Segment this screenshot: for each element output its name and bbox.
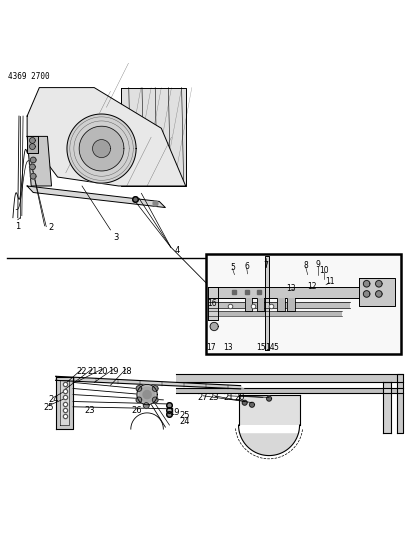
Circle shape (376, 280, 382, 287)
Text: 14: 14 (266, 343, 275, 351)
Text: 24: 24 (179, 417, 190, 426)
Text: 1: 1 (15, 222, 20, 231)
Circle shape (30, 157, 36, 163)
Text: 11: 11 (325, 278, 335, 286)
Polygon shape (27, 136, 51, 186)
Text: 26: 26 (132, 406, 142, 415)
Circle shape (242, 400, 247, 405)
Circle shape (137, 384, 157, 405)
Circle shape (93, 140, 111, 158)
Polygon shape (239, 394, 299, 425)
Circle shape (376, 290, 382, 297)
Circle shape (136, 397, 142, 403)
Text: 2: 2 (49, 223, 54, 232)
Text: 4: 4 (175, 246, 180, 255)
Polygon shape (208, 311, 342, 316)
Circle shape (250, 402, 255, 407)
Text: 21: 21 (87, 367, 98, 376)
Polygon shape (55, 377, 73, 429)
Bar (206, 254, 401, 354)
Circle shape (29, 144, 35, 149)
Circle shape (136, 386, 142, 391)
Polygon shape (121, 87, 186, 186)
Polygon shape (27, 87, 186, 186)
Circle shape (67, 114, 136, 183)
Polygon shape (287, 298, 295, 311)
Circle shape (144, 403, 149, 408)
Circle shape (140, 387, 154, 402)
Text: 20: 20 (235, 393, 245, 402)
Polygon shape (208, 287, 218, 320)
Circle shape (364, 280, 370, 287)
Text: 9: 9 (315, 261, 320, 269)
Text: 20: 20 (97, 367, 108, 376)
Text: 3: 3 (114, 233, 119, 242)
Text: 17: 17 (206, 343, 216, 351)
Polygon shape (383, 382, 391, 433)
Text: 27: 27 (198, 393, 208, 402)
Text: 25: 25 (43, 403, 54, 412)
Polygon shape (359, 278, 395, 306)
Text: 5: 5 (230, 263, 235, 272)
Circle shape (210, 322, 218, 330)
Polygon shape (208, 302, 350, 308)
Text: 5: 5 (273, 343, 278, 351)
Text: 8: 8 (303, 261, 308, 270)
Polygon shape (175, 387, 403, 393)
Text: 22: 22 (77, 367, 87, 376)
Text: 4369 2700: 4369 2700 (8, 72, 50, 81)
Circle shape (143, 391, 151, 399)
Polygon shape (27, 186, 165, 207)
Polygon shape (277, 298, 284, 311)
Polygon shape (55, 376, 245, 389)
Polygon shape (60, 381, 69, 425)
Text: 19: 19 (169, 408, 180, 417)
Text: 25: 25 (179, 411, 190, 420)
Text: 10: 10 (319, 266, 329, 275)
Circle shape (29, 164, 35, 169)
Text: 21: 21 (223, 393, 234, 402)
Text: 18: 18 (121, 367, 131, 376)
Circle shape (152, 397, 158, 403)
Circle shape (29, 138, 35, 143)
Text: 12: 12 (307, 282, 317, 292)
Circle shape (79, 126, 124, 171)
Circle shape (364, 290, 370, 297)
Polygon shape (175, 374, 403, 382)
Polygon shape (208, 287, 359, 298)
Polygon shape (257, 298, 264, 311)
Polygon shape (265, 256, 269, 350)
Text: 23: 23 (84, 406, 95, 415)
Polygon shape (245, 298, 252, 311)
Circle shape (266, 396, 271, 401)
Text: 6: 6 (244, 262, 249, 271)
Circle shape (152, 386, 158, 391)
Text: 13: 13 (223, 343, 233, 351)
Text: 19: 19 (109, 367, 119, 376)
Text: 15: 15 (256, 343, 266, 351)
Text: 23: 23 (209, 393, 220, 402)
Text: 13: 13 (286, 284, 296, 293)
Circle shape (30, 173, 36, 179)
Polygon shape (239, 425, 299, 456)
Text: 24: 24 (48, 395, 59, 405)
Text: 16: 16 (207, 298, 217, 308)
Polygon shape (397, 374, 403, 433)
Polygon shape (27, 136, 38, 152)
Text: 7: 7 (264, 261, 268, 270)
